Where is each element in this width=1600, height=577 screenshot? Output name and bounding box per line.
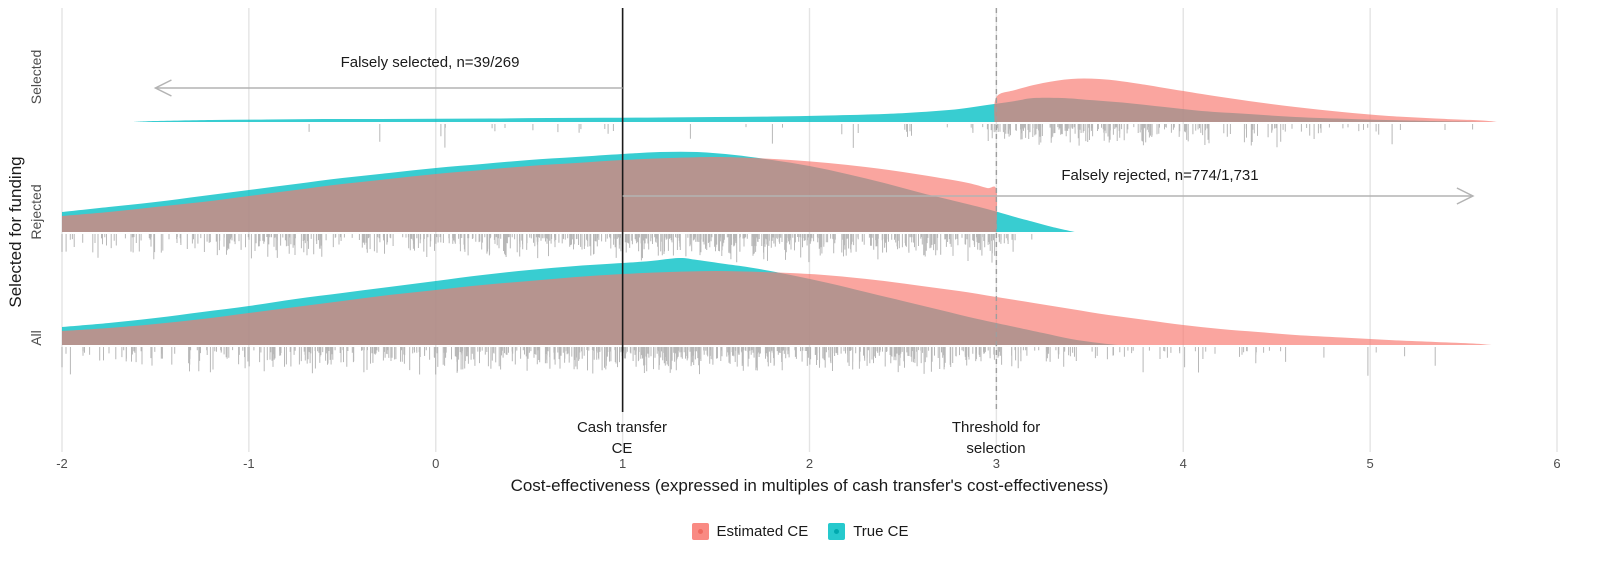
annotation-arrowhead xyxy=(153,79,172,97)
x-tick-label: 3 xyxy=(993,456,1000,471)
x-tick-label: 1 xyxy=(619,456,626,471)
legend-label: Estimated CE xyxy=(716,523,809,540)
rug-ticks-selected xyxy=(308,124,1474,148)
x-tick-label: 4 xyxy=(1180,456,1187,471)
x-tick-label: -1 xyxy=(243,456,255,471)
rug-ticks-rejected xyxy=(61,234,1033,263)
x-tick-label: 0 xyxy=(432,456,439,471)
refline-label-threshold: Threshold for selection xyxy=(906,417,1086,459)
refline-label-line: Threshold for xyxy=(951,419,1041,436)
x-tick-label: 6 xyxy=(1553,456,1560,471)
legend-key-true-ce xyxy=(828,523,846,540)
density-estimated-all xyxy=(62,271,1492,345)
x-tick-label: 2 xyxy=(806,456,813,471)
density-estimated-selected xyxy=(994,78,1498,122)
legend-item-estimated-ce: Estimated CE xyxy=(691,523,809,540)
legend-point-glyph xyxy=(697,529,703,534)
x-tick-label: -2 xyxy=(56,456,68,471)
rug-ticks-all xyxy=(61,347,1436,376)
legend-key-estimated-ce xyxy=(691,523,709,540)
legend-item-true-ce: True CE xyxy=(828,523,909,540)
refline-label-line: CE xyxy=(611,440,633,457)
y-axis-title: Selected for funding xyxy=(6,156,25,308)
annotation-arrowhead xyxy=(1456,187,1475,205)
legend-label: True CE xyxy=(853,523,909,540)
refline-label-cash-transfer: Cash transfer CE xyxy=(532,417,712,459)
row-label-rejected: Rejected xyxy=(28,184,44,240)
x-axis-title: Cost-effectiveness (expressed in multipl… xyxy=(510,476,1109,495)
legend: Estimated CE True CE xyxy=(0,523,1600,540)
refline-label-line: Cash transfer xyxy=(576,419,668,436)
legend-point-glyph xyxy=(834,529,840,534)
row-label-all: All xyxy=(28,330,44,346)
refline-label-line: selection xyxy=(966,440,1026,457)
annotation-falsely-selected: Falsely selected, n=39/269 xyxy=(340,54,520,71)
density-estimated-rejected xyxy=(62,157,998,232)
row-label-selected: Selected xyxy=(28,49,44,105)
annotation-falsely-rejected: Falsely rejected, n=774/1,731 xyxy=(1061,167,1259,184)
x-tick-label: 5 xyxy=(1367,456,1374,471)
